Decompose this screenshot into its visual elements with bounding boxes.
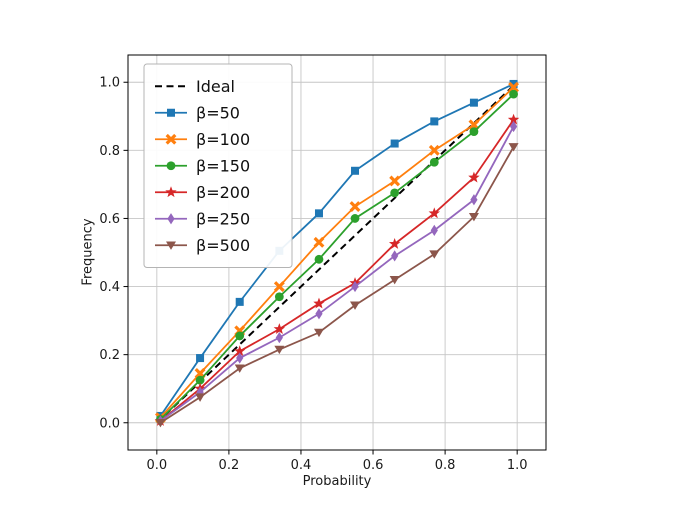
triangle-down-marker bbox=[468, 212, 479, 222]
circle-marker bbox=[314, 254, 324, 264]
circle-marker bbox=[509, 89, 518, 99]
square-marker bbox=[509, 79, 518, 88]
series-line bbox=[159, 126, 515, 422]
series-line bbox=[159, 86, 515, 419]
circle-marker bbox=[166, 161, 176, 171]
star-marker bbox=[165, 186, 177, 198]
y-tick-label: 0.0 bbox=[99, 416, 120, 431]
square-marker bbox=[351, 166, 360, 175]
axes-box bbox=[127, 54, 547, 451]
square-marker bbox=[430, 117, 439, 126]
triangle-down-marker bbox=[195, 393, 206, 402]
legend-entry-label: β=150 bbox=[196, 156, 250, 175]
x-tick-label: 0.0 bbox=[146, 458, 167, 473]
x-marker bbox=[194, 367, 206, 379]
legend-box bbox=[143, 63, 293, 268]
x-marker bbox=[273, 281, 285, 292]
y-tick-label: 0.2 bbox=[99, 348, 120, 363]
x-marker bbox=[165, 133, 177, 145]
series-line bbox=[156, 81, 518, 424]
square-marker bbox=[469, 98, 478, 107]
x-marker bbox=[468, 119, 480, 131]
ticks: 0.0 0.2 0.4 0.6 0.8 1.0 0.0 0.2 0.4 0.6 0.8 1.0 bbox=[99, 76, 527, 473]
diamond-marker bbox=[275, 332, 283, 344]
triangle-down-marker bbox=[234, 364, 245, 373]
legend: Ideal β=50 β=100 β=150 β=200 β=250 β=500 bbox=[143, 63, 293, 268]
circle-marker bbox=[429, 157, 439, 167]
triangle-down-marker bbox=[508, 143, 519, 152]
series-line bbox=[159, 119, 515, 422]
x-axis-label: Probability bbox=[302, 474, 372, 489]
circle-marker bbox=[274, 292, 284, 302]
diamond-marker bbox=[236, 352, 244, 364]
diamond-marker bbox=[509, 120, 518, 133]
triangle-down-marker bbox=[350, 301, 361, 310]
legend-entry-label: β=200 bbox=[196, 183, 250, 202]
legend-entry-label: β=500 bbox=[196, 236, 250, 255]
x-marker bbox=[508, 81, 520, 93]
star-marker bbox=[507, 113, 520, 125]
series-0 bbox=[156, 81, 518, 424]
triangle-down-marker bbox=[274, 345, 285, 355]
diamond-marker bbox=[391, 250, 399, 262]
triangle-down-marker bbox=[166, 241, 176, 250]
series-line bbox=[159, 93, 515, 420]
y-axis-label: Frequency bbox=[80, 218, 96, 286]
series-line bbox=[159, 83, 514, 417]
diamond-marker bbox=[315, 308, 323, 320]
triangle-down-marker bbox=[313, 328, 324, 338]
x-tick-label: 0.6 bbox=[363, 458, 384, 473]
triangle-down-marker bbox=[389, 275, 400, 285]
series-3 bbox=[156, 89, 518, 424]
y-tick-label: 0.4 bbox=[99, 280, 120, 295]
circle-marker bbox=[235, 331, 245, 341]
diamond-marker bbox=[430, 224, 438, 236]
y-tick-label: 0.6 bbox=[99, 212, 120, 227]
circle-marker bbox=[195, 375, 205, 385]
x-marker bbox=[349, 201, 361, 212]
x-marker bbox=[428, 144, 440, 156]
series-line bbox=[159, 146, 515, 424]
star-marker bbox=[388, 237, 401, 249]
diamond-marker bbox=[470, 194, 478, 206]
legend-entry-label: β=50 bbox=[196, 103, 240, 122]
x-tick-label: 1.0 bbox=[507, 458, 528, 473]
square-marker bbox=[314, 209, 323, 218]
square-marker bbox=[167, 108, 175, 117]
x-marker bbox=[313, 236, 325, 248]
star-marker bbox=[468, 171, 480, 183]
diamond-marker bbox=[167, 213, 175, 225]
square-marker bbox=[235, 297, 244, 306]
circle-marker bbox=[469, 127, 479, 137]
circle-marker bbox=[390, 188, 400, 198]
y-tick-label: 1.0 bbox=[99, 76, 120, 91]
x-marker bbox=[389, 175, 401, 187]
triangle-down-marker bbox=[429, 250, 440, 259]
star-marker bbox=[428, 207, 440, 219]
x-tick-label: 0.4 bbox=[291, 458, 312, 473]
y-tick-label: 0.8 bbox=[99, 144, 120, 159]
diamond-marker bbox=[351, 280, 359, 293]
star-marker bbox=[273, 323, 286, 334]
legend-entry-label: β=250 bbox=[196, 209, 250, 228]
triangle-down-marker bbox=[155, 418, 166, 428]
series-6 bbox=[155, 143, 519, 428]
legend-entry-label: Ideal bbox=[196, 77, 235, 96]
x-tick-label: 0.8 bbox=[435, 458, 456, 473]
square-marker bbox=[196, 354, 205, 363]
star-marker bbox=[234, 345, 246, 357]
circle-marker bbox=[350, 214, 360, 223]
star-marker bbox=[313, 297, 325, 309]
legend-entry-label: β=100 bbox=[196, 130, 250, 149]
x-tick-label: 0.2 bbox=[219, 458, 240, 473]
square-marker bbox=[390, 139, 399, 148]
